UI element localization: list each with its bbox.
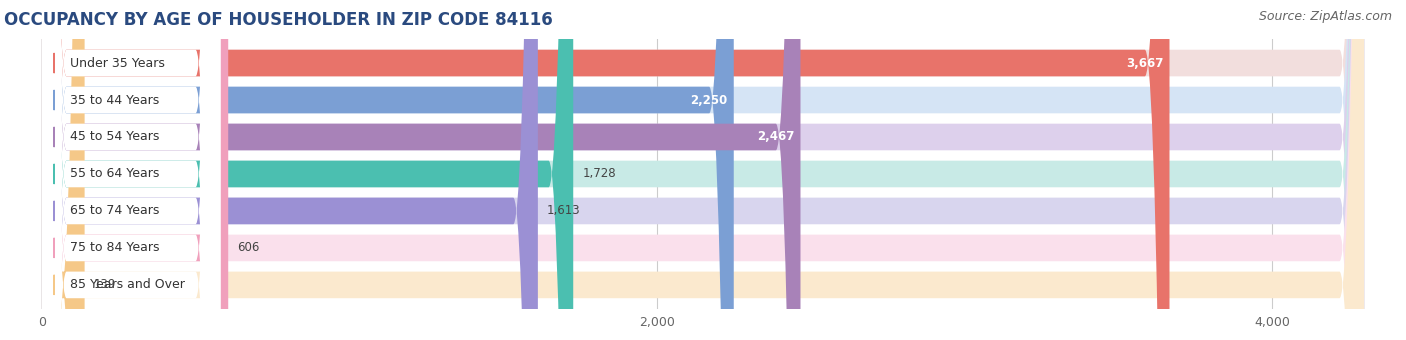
Text: Source: ZipAtlas.com: Source: ZipAtlas.com bbox=[1258, 10, 1392, 23]
FancyBboxPatch shape bbox=[42, 0, 1364, 340]
Text: Under 35 Years: Under 35 Years bbox=[69, 56, 165, 70]
FancyBboxPatch shape bbox=[42, 0, 221, 340]
FancyBboxPatch shape bbox=[42, 0, 1364, 340]
FancyBboxPatch shape bbox=[42, 0, 221, 340]
Text: OCCUPANCY BY AGE OF HOUSEHOLDER IN ZIP CODE 84116: OCCUPANCY BY AGE OF HOUSEHOLDER IN ZIP C… bbox=[4, 11, 553, 29]
Text: 45 to 54 Years: 45 to 54 Years bbox=[69, 131, 159, 143]
FancyBboxPatch shape bbox=[42, 0, 734, 340]
FancyBboxPatch shape bbox=[42, 0, 221, 340]
Text: 139: 139 bbox=[94, 278, 117, 291]
FancyBboxPatch shape bbox=[42, 0, 800, 340]
FancyBboxPatch shape bbox=[42, 0, 221, 340]
FancyBboxPatch shape bbox=[42, 0, 84, 340]
Text: 35 to 44 Years: 35 to 44 Years bbox=[69, 94, 159, 106]
FancyBboxPatch shape bbox=[42, 0, 221, 340]
Text: 55 to 64 Years: 55 to 64 Years bbox=[69, 168, 159, 181]
FancyBboxPatch shape bbox=[42, 0, 1364, 340]
FancyBboxPatch shape bbox=[42, 0, 1170, 340]
Text: 2,250: 2,250 bbox=[690, 94, 727, 106]
FancyBboxPatch shape bbox=[42, 0, 1364, 340]
FancyBboxPatch shape bbox=[42, 0, 538, 340]
FancyBboxPatch shape bbox=[42, 0, 1364, 340]
Text: 85 Years and Over: 85 Years and Over bbox=[69, 278, 184, 291]
FancyBboxPatch shape bbox=[42, 0, 228, 340]
Text: 3,667: 3,667 bbox=[1126, 56, 1163, 70]
Text: 75 to 84 Years: 75 to 84 Years bbox=[69, 241, 159, 254]
Text: 65 to 74 Years: 65 to 74 Years bbox=[69, 204, 159, 218]
FancyBboxPatch shape bbox=[42, 0, 221, 340]
Text: 1,613: 1,613 bbox=[547, 204, 581, 218]
Text: 2,467: 2,467 bbox=[756, 131, 794, 143]
Text: 606: 606 bbox=[238, 241, 260, 254]
FancyBboxPatch shape bbox=[42, 0, 574, 340]
FancyBboxPatch shape bbox=[42, 0, 1364, 340]
FancyBboxPatch shape bbox=[42, 0, 1364, 340]
Text: 1,728: 1,728 bbox=[582, 168, 616, 181]
FancyBboxPatch shape bbox=[42, 0, 221, 340]
